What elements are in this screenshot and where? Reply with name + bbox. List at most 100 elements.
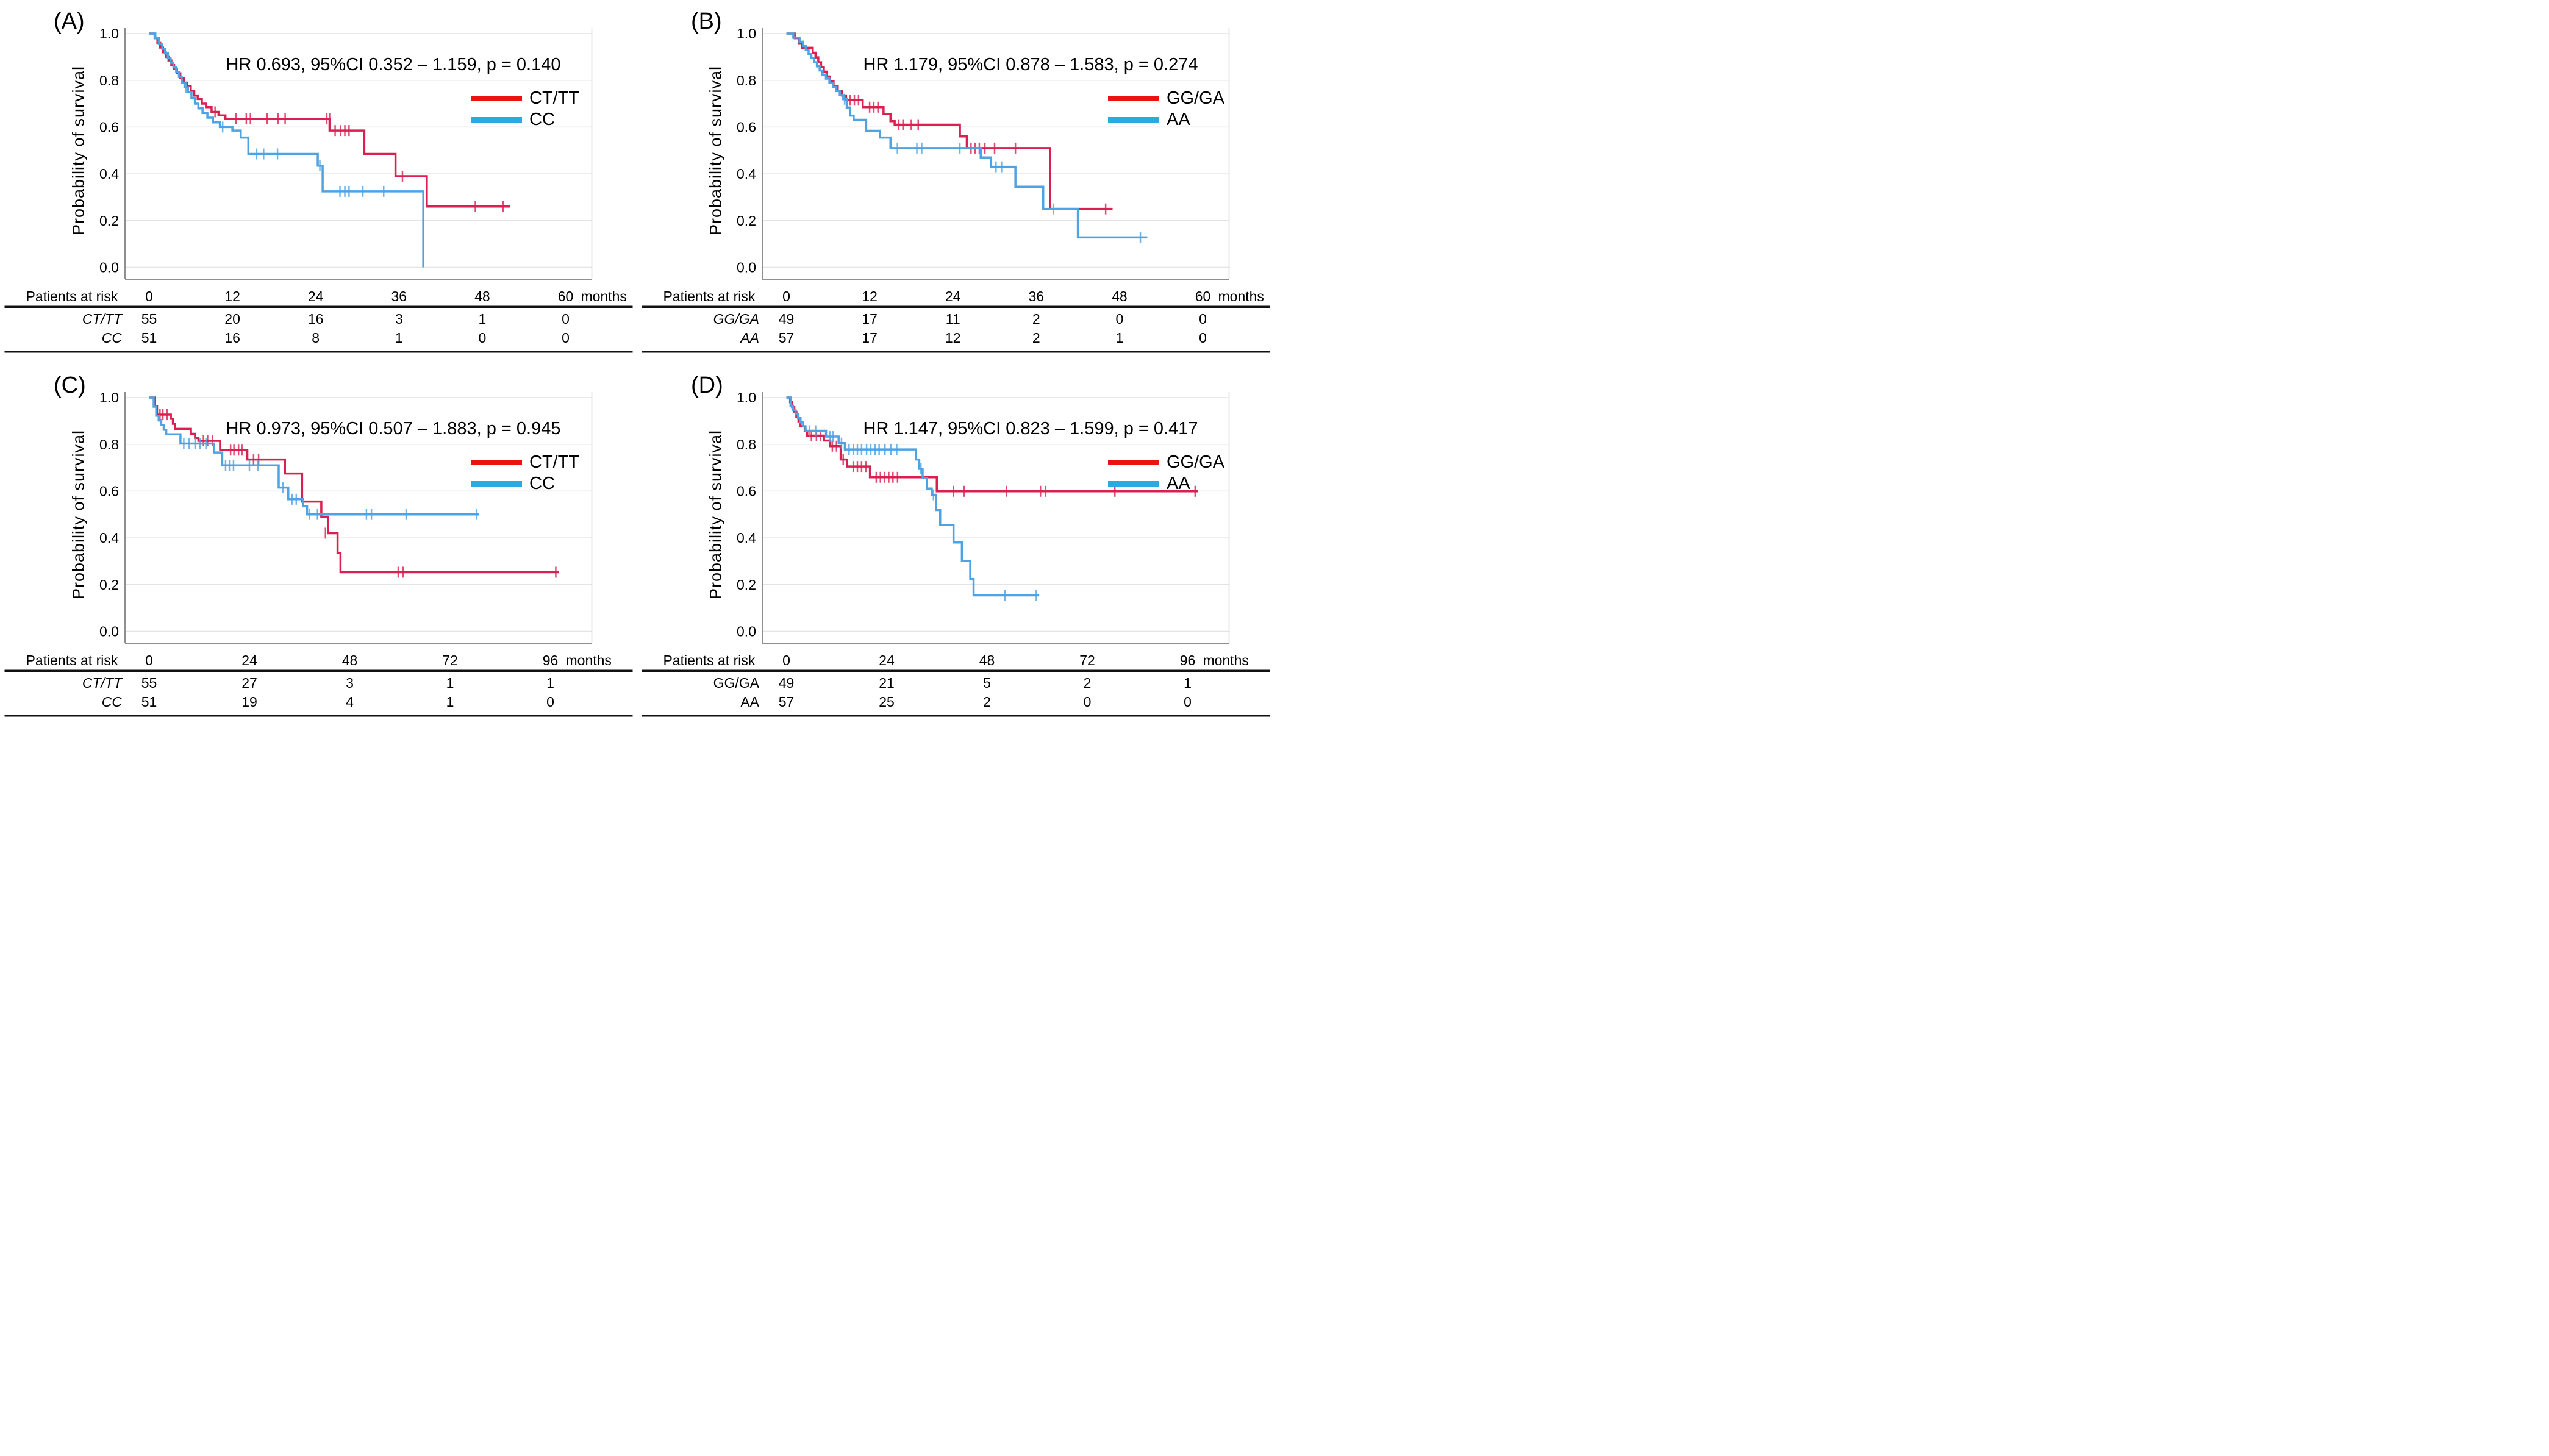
y-axis-title: Probability of survival xyxy=(69,429,88,600)
risk-value: 2 xyxy=(1084,675,1092,691)
y-tick-label: 1.0 xyxy=(737,26,756,41)
risk-value: 21 xyxy=(879,675,895,691)
risk-value: 0 xyxy=(1199,330,1207,346)
panel-label-C: (C) xyxy=(54,373,86,398)
risk-value: 1 xyxy=(446,694,454,710)
table-rule xyxy=(4,669,633,672)
legend-row: AA xyxy=(1108,110,1190,129)
risk-value: 0 xyxy=(546,694,554,710)
survival-curve-CC xyxy=(149,396,479,516)
survival-curve-AA xyxy=(786,32,1148,239)
risk-value: 51 xyxy=(141,330,157,346)
y-tick-label: 0.6 xyxy=(737,483,756,499)
risk-value: 49 xyxy=(779,311,795,327)
risk-value: 0 xyxy=(562,311,570,327)
x-tick-label: 0 xyxy=(145,288,153,304)
risk-row-label: AA xyxy=(739,330,759,346)
legend-label: CC xyxy=(529,110,555,129)
risk-value: 51 xyxy=(141,694,157,710)
y-tick-label: 0.2 xyxy=(99,213,119,229)
risk-value: 17 xyxy=(862,330,878,346)
panel-label-B: (B) xyxy=(691,9,722,34)
y-tick-label: 0.4 xyxy=(737,530,756,546)
x-tick-label: 96 xyxy=(1180,652,1196,668)
y-axis-title: Probability of survival xyxy=(706,65,725,236)
risk-value: 17 xyxy=(862,311,878,327)
y-tick-label: 0.4 xyxy=(99,166,119,182)
survival-curve-CT/TT xyxy=(149,396,559,574)
legend-label: GG/GA xyxy=(1167,88,1225,108)
risk-row-label: GG/GA xyxy=(713,311,759,327)
y-tick-label: 0.0 xyxy=(737,624,756,640)
risk-value: 2 xyxy=(1032,311,1040,327)
y-tick-label: 0.2 xyxy=(737,213,756,229)
y-tick-label: 1.0 xyxy=(99,390,119,405)
risk-value: 0 xyxy=(1184,694,1192,710)
x-tick-label: 24 xyxy=(308,288,324,304)
risk-value: 3 xyxy=(346,675,354,691)
risk-value: 2 xyxy=(983,694,991,710)
risk-value: 11 xyxy=(946,311,960,327)
blue-line-swatch xyxy=(1108,116,1159,123)
x-tick-label: 72 xyxy=(442,652,458,668)
risk-value: 1 xyxy=(395,330,403,346)
survival-curve-CT/TT xyxy=(149,32,510,208)
x-tick-label: 36 xyxy=(391,288,407,304)
legend-row: CT/TT xyxy=(471,454,579,471)
x-tick-label: 48 xyxy=(979,652,995,668)
legend-row: CC xyxy=(471,474,555,493)
panel-A: 1.0 0.8 0.6 0.4 0.2 0.0 0 12 24 36 48 60 months Patie… xyxy=(0,0,637,364)
panel-C: 1.0 0.8 0.6 0.4 0.2 0.0 0 24 48 72 96 months Patient… xyxy=(0,364,637,728)
x-tick-label: 0 xyxy=(782,652,790,668)
km-plot-A: 1.0 0.8 0.6 0.4 0.2 0.0 0 12 24 36 48 60 months Patie… xyxy=(4,26,633,353)
x-tick-label: 12 xyxy=(224,288,240,304)
risk-value: 1 xyxy=(546,675,554,691)
x-tick-label: 0 xyxy=(782,288,790,304)
risk-value: 12 xyxy=(945,330,961,346)
blue-line-swatch xyxy=(1108,480,1159,487)
hr-annotation: HR 1.179, 95%CI 0.878 – 1.583, p = 0.274 xyxy=(863,55,1198,74)
risk-value: 8 xyxy=(312,330,320,346)
legend-label: CC xyxy=(529,474,555,493)
risk-value: 27 xyxy=(241,675,257,691)
x-tick-label: 48 xyxy=(342,652,358,668)
legend-row: GG/GA xyxy=(1108,90,1224,107)
x-tick-label: 36 xyxy=(1029,288,1045,304)
risk-row-label: CT/TT xyxy=(82,675,123,691)
table-rule xyxy=(642,715,1270,717)
y-axis-title: Probability of survival xyxy=(706,429,725,600)
risk-table-header: Patients at risk xyxy=(663,652,756,668)
risk-value: 16 xyxy=(224,330,240,346)
legend-label: AA xyxy=(1167,110,1190,129)
risk-value: 0 xyxy=(1084,694,1092,710)
y-tick-label: 0.2 xyxy=(737,577,756,593)
risk-value: 57 xyxy=(779,330,795,346)
blue-line-swatch xyxy=(471,116,522,123)
y-tick-label: 0.0 xyxy=(737,260,756,276)
x-tick-label: 72 xyxy=(1079,652,1095,668)
x-tick-label: 12 xyxy=(862,288,878,304)
y-tick-label: 0.8 xyxy=(99,437,119,452)
km-plot-C: 1.0 0.8 0.6 0.4 0.2 0.0 0 24 48 72 96 months Patient… xyxy=(4,390,633,717)
risk-value: 55 xyxy=(141,675,157,691)
y-tick-label: 0.2 xyxy=(99,577,119,593)
survival-curve-AA xyxy=(786,396,1040,597)
risk-value: 1 xyxy=(479,311,487,327)
risk-value: 20 xyxy=(224,311,240,327)
legend-label: CT/TT xyxy=(529,452,580,472)
risk-value: 49 xyxy=(779,675,795,691)
blue-line-swatch xyxy=(471,480,522,487)
panel-B: 1.0 0.8 0.6 0.4 0.2 0.0 0 12 24 36 48 60 months Patie… xyxy=(637,0,1274,364)
survival-curve-CC xyxy=(149,32,424,268)
y-axis-title: Probability of survival xyxy=(69,65,88,236)
risk-value: 0 xyxy=(1199,311,1207,327)
red-line-swatch xyxy=(1108,95,1159,101)
risk-value: 0 xyxy=(479,330,487,346)
red-line-swatch xyxy=(471,95,522,101)
legend-row: CT/TT xyxy=(471,90,579,107)
legend-row: AA xyxy=(1108,475,1190,493)
x-tick-label: 0 xyxy=(145,652,153,668)
y-tick-label: 0.8 xyxy=(737,73,756,88)
panel-label-A: (A) xyxy=(54,9,85,34)
table-rule xyxy=(642,669,1270,672)
